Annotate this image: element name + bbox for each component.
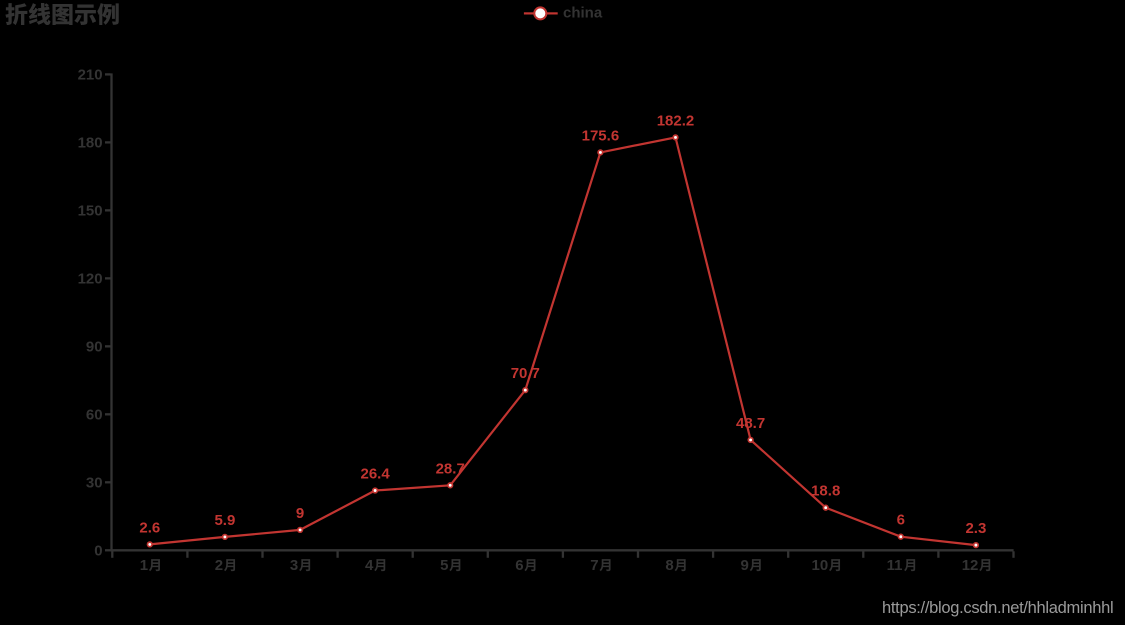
svg-text:6: 6 (515, 557, 523, 574)
svg-text:11: 11 (887, 557, 903, 574)
svg-text:5.9: 5.9 (214, 512, 235, 529)
svg-text:30: 30 (86, 475, 103, 492)
svg-text:2.6: 2.6 (139, 519, 160, 536)
svg-text:0: 0 (94, 543, 102, 560)
svg-text:60: 60 (86, 407, 103, 424)
svg-text:https://blog.csdn.net/hhladmin: https://blog.csdn.net/hhladminhhl (882, 599, 1113, 617)
svg-text:6: 6 (897, 512, 905, 529)
svg-text:150: 150 (78, 203, 103, 220)
svg-text:28.7: 28.7 (436, 460, 465, 477)
svg-text:182.2: 182.2 (657, 112, 695, 129)
svg-text:70.7: 70.7 (511, 365, 540, 382)
svg-text:3: 3 (290, 557, 298, 574)
svg-text:9: 9 (741, 557, 749, 574)
svg-text:26.4: 26.4 (360, 466, 390, 483)
svg-text:12: 12 (962, 557, 979, 574)
svg-text:120: 120 (78, 271, 103, 288)
svg-text:18.8: 18.8 (811, 483, 840, 500)
svg-text:2.3: 2.3 (965, 520, 986, 537)
svg-text:175.6: 175.6 (582, 127, 620, 144)
svg-text:china: china (563, 4, 603, 21)
svg-text:48.7: 48.7 (736, 415, 765, 432)
svg-text:210: 210 (78, 67, 103, 84)
svg-text:180: 180 (78, 135, 103, 152)
svg-text:8: 8 (665, 557, 673, 574)
svg-text:4: 4 (365, 557, 374, 574)
svg-text:1: 1 (140, 557, 148, 574)
svg-text:10: 10 (812, 557, 829, 574)
svg-text:5: 5 (440, 557, 448, 574)
svg-text:90: 90 (86, 339, 103, 356)
svg-text:9: 9 (296, 505, 304, 522)
svg-text:2: 2 (215, 557, 223, 574)
svg-text:7: 7 (590, 557, 598, 574)
